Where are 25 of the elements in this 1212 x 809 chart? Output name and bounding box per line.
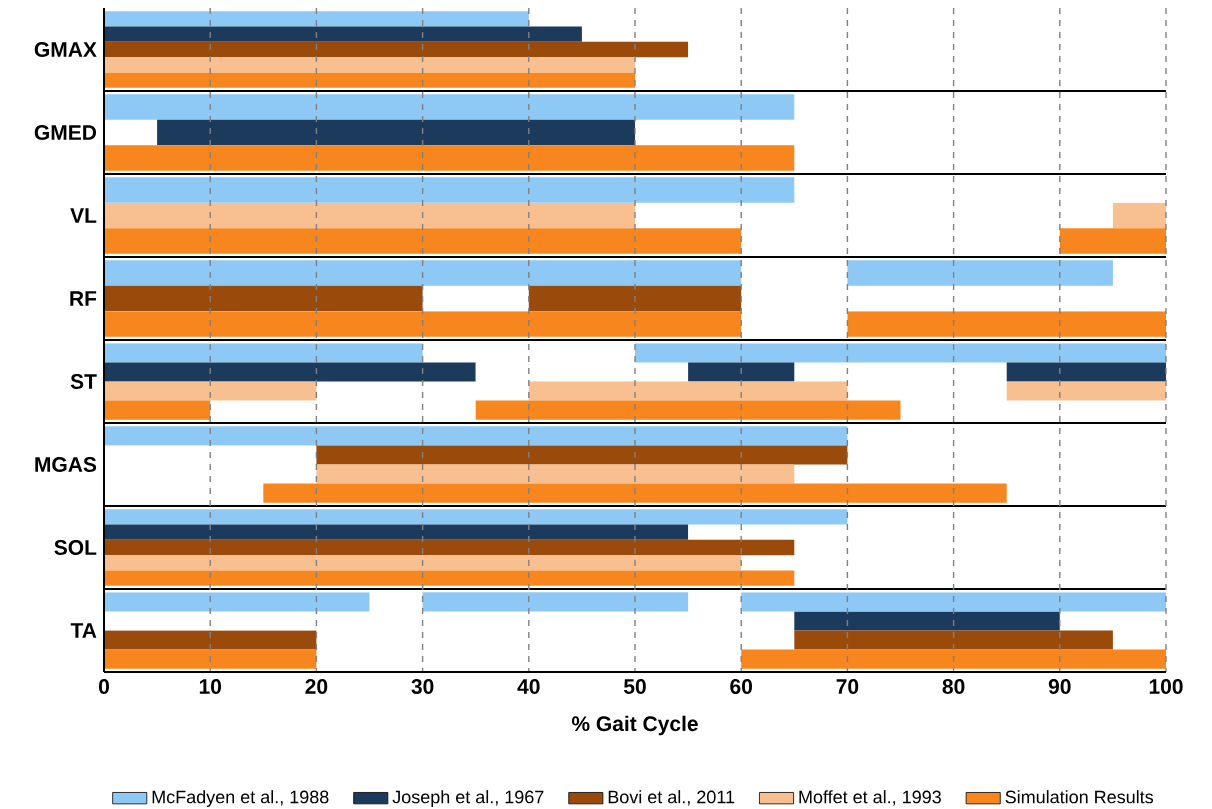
x-tick-label: 0 (98, 679, 109, 694)
legend-label: Joseph et al., 1967 (392, 790, 544, 807)
y-tick-label: GMAX (34, 42, 97, 57)
y-tick-label: RF (70, 291, 97, 306)
legend-label: Bovi et al., 2011 (608, 790, 735, 806)
x-tick-label: 90 (1048, 679, 1071, 694)
x-tick-label: 80 (942, 679, 965, 694)
x-tick-label: 20 (305, 679, 328, 694)
x-tick-label: 60 (730, 679, 753, 694)
x-tick-label: 40 (517, 679, 540, 694)
x-tick-label: 70 (836, 679, 859, 694)
y-tick-label: SOL (54, 540, 97, 555)
y-tick-label: MGAS (35, 457, 97, 472)
y-tick-label: ST (70, 374, 97, 389)
x-tick-label: 50 (623, 679, 646, 694)
legend-label: Moffet et al., 1993 (799, 790, 941, 806)
y-tick-label: TA (70, 623, 97, 638)
x-tick-label: 10 (199, 679, 222, 694)
legend-label: Simulation Results (1005, 790, 1154, 804)
legend-label: McFadyen et al., 1988 (152, 790, 329, 807)
x-tick-label: 30 (411, 679, 434, 694)
y-tick-label: VL (70, 208, 97, 223)
x-axis-title: % Gait Cycle (571, 715, 698, 736)
x-tick-label: 100 (1149, 679, 1183, 694)
y-tick-label: GMED (34, 125, 97, 140)
